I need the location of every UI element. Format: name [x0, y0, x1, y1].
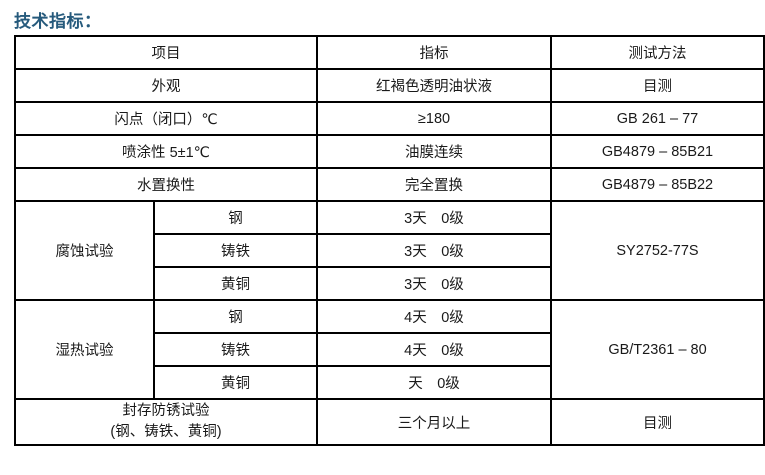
- cell-spec: 三个月以上: [316, 398, 552, 446]
- table-header-row: 项目 指标 测试方法: [14, 35, 765, 70]
- cell-item: 水置换性: [14, 167, 318, 202]
- cell-method: SY2752-77S: [550, 200, 765, 301]
- cell-item: 外观: [14, 68, 318, 103]
- table-row-corrosion-steel: 腐蚀试验 钢 3天 0级 SY2752-77S: [14, 200, 765, 301]
- cell-item: 闪点（闭口）℃: [14, 101, 318, 136]
- cell-spec: 天 0级: [316, 365, 552, 400]
- cell-method: GB4879 – 85B22: [550, 167, 765, 202]
- cell-spec: 4天 0级: [316, 332, 552, 367]
- storage-item-line2: (钢、铸铁、黄铜): [110, 424, 222, 440]
- table-row-storage-rust-test: 封存防锈试验 (钢、铸铁、黄铜) 三个月以上 目测: [14, 398, 765, 446]
- table-row-corrosion-cast-iron: 铸铁 3天 0级: [15, 233, 764, 268]
- table-row-dampheat-steel: 湿热试验 钢 4天 0级 GB/T2361 – 80: [14, 299, 765, 400]
- cell-material: 钢: [153, 299, 318, 334]
- cell-material: 黄铜: [153, 365, 318, 400]
- spec-table: 项目 指标 测试方法 外观 红褐色透明油状液 目测 闪点（闭口）℃ ≥180 G…: [14, 35, 765, 446]
- table-row-sprayability: 喷涂性 5±1℃ 油膜连续 GB4879 – 85B21: [14, 134, 765, 169]
- cell-material: 钢: [153, 200, 318, 235]
- header-spec: 指标: [316, 35, 552, 70]
- cell-method: 目测: [550, 68, 765, 103]
- cell-spec: 3天 0级: [316, 266, 552, 301]
- cell-material: 黄铜: [153, 266, 318, 301]
- table-row-corrosion-brass: 黄铜 3天 0级: [15, 266, 764, 301]
- header-item: 项目: [14, 35, 318, 70]
- table-row-appearance: 外观 红褐色透明油状液 目测: [14, 68, 765, 103]
- cell-spec: 红褐色透明油状液: [316, 68, 552, 103]
- header-method: 测试方法: [550, 35, 765, 70]
- storage-item-line1: 封存防锈试验: [122, 402, 210, 419]
- cell-spec: ≥180: [316, 101, 552, 136]
- cell-spec: 3天 0级: [316, 233, 552, 268]
- table-row-dampheat-brass: 黄铜 天 0级: [15, 365, 764, 400]
- cell-method: GB4879 – 85B21: [550, 134, 765, 169]
- cell-item-storage: 封存防锈试验 (钢、铸铁、黄铜): [14, 398, 318, 446]
- cell-spec: 油膜连续: [316, 134, 552, 169]
- cell-material: 铸铁: [153, 233, 318, 268]
- cell-spec: 4天 0级: [316, 299, 552, 334]
- cell-spec: 完全置换: [316, 167, 552, 202]
- cell-item: 喷涂性 5±1℃: [14, 134, 318, 169]
- cell-group-dampheat: 湿热试验: [14, 299, 155, 400]
- cell-method: GB 261 – 77: [550, 101, 765, 136]
- table-row-water-displacement: 水置换性 完全置换 GB4879 – 85B22: [14, 167, 765, 202]
- cell-material: 铸铁: [153, 332, 318, 367]
- cell-group-corrosion: 腐蚀试验: [14, 200, 155, 301]
- cell-spec: 3天 0级: [316, 200, 552, 235]
- page-title: 技术指标：: [14, 12, 102, 31]
- cell-method: 目测: [550, 398, 765, 446]
- table-row-dampheat-cast-iron: 铸铁 4天 0级: [15, 332, 764, 367]
- cell-method: GB/T2361 – 80: [550, 299, 765, 400]
- table-row-flash-point: 闪点（闭口）℃ ≥180 GB 261 – 77: [14, 101, 765, 136]
